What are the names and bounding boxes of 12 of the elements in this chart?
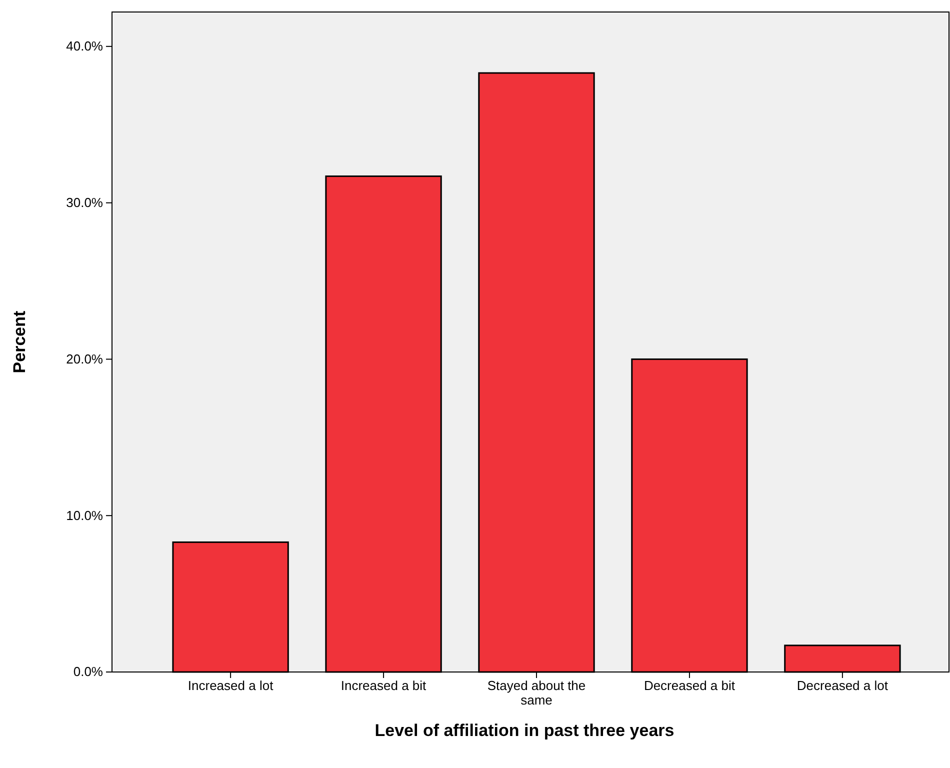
- x-tick-label: Decreased a lot: [796, 678, 888, 694]
- y-axis-title: Percent: [10, 310, 29, 374]
- y-tick-label: 40.0%: [66, 38, 104, 54]
- y-tick-label: 20.0%: [66, 351, 104, 366]
- y-tick-label: 0.0%: [73, 664, 104, 680]
- x-tick-label: Increased a bit: [340, 678, 427, 694]
- y-tick-label: 30.0%: [66, 194, 104, 210]
- x-tick-label: Increased a lot: [188, 678, 274, 694]
- x-tick-label: Stayed about the same: [487, 678, 586, 708]
- x-tick-label: Decreased a bit: [644, 678, 736, 694]
- y-tick-label: 10.0%: [66, 508, 104, 523]
- x-axis-title: Level of affiliation in past three years: [374, 721, 674, 740]
